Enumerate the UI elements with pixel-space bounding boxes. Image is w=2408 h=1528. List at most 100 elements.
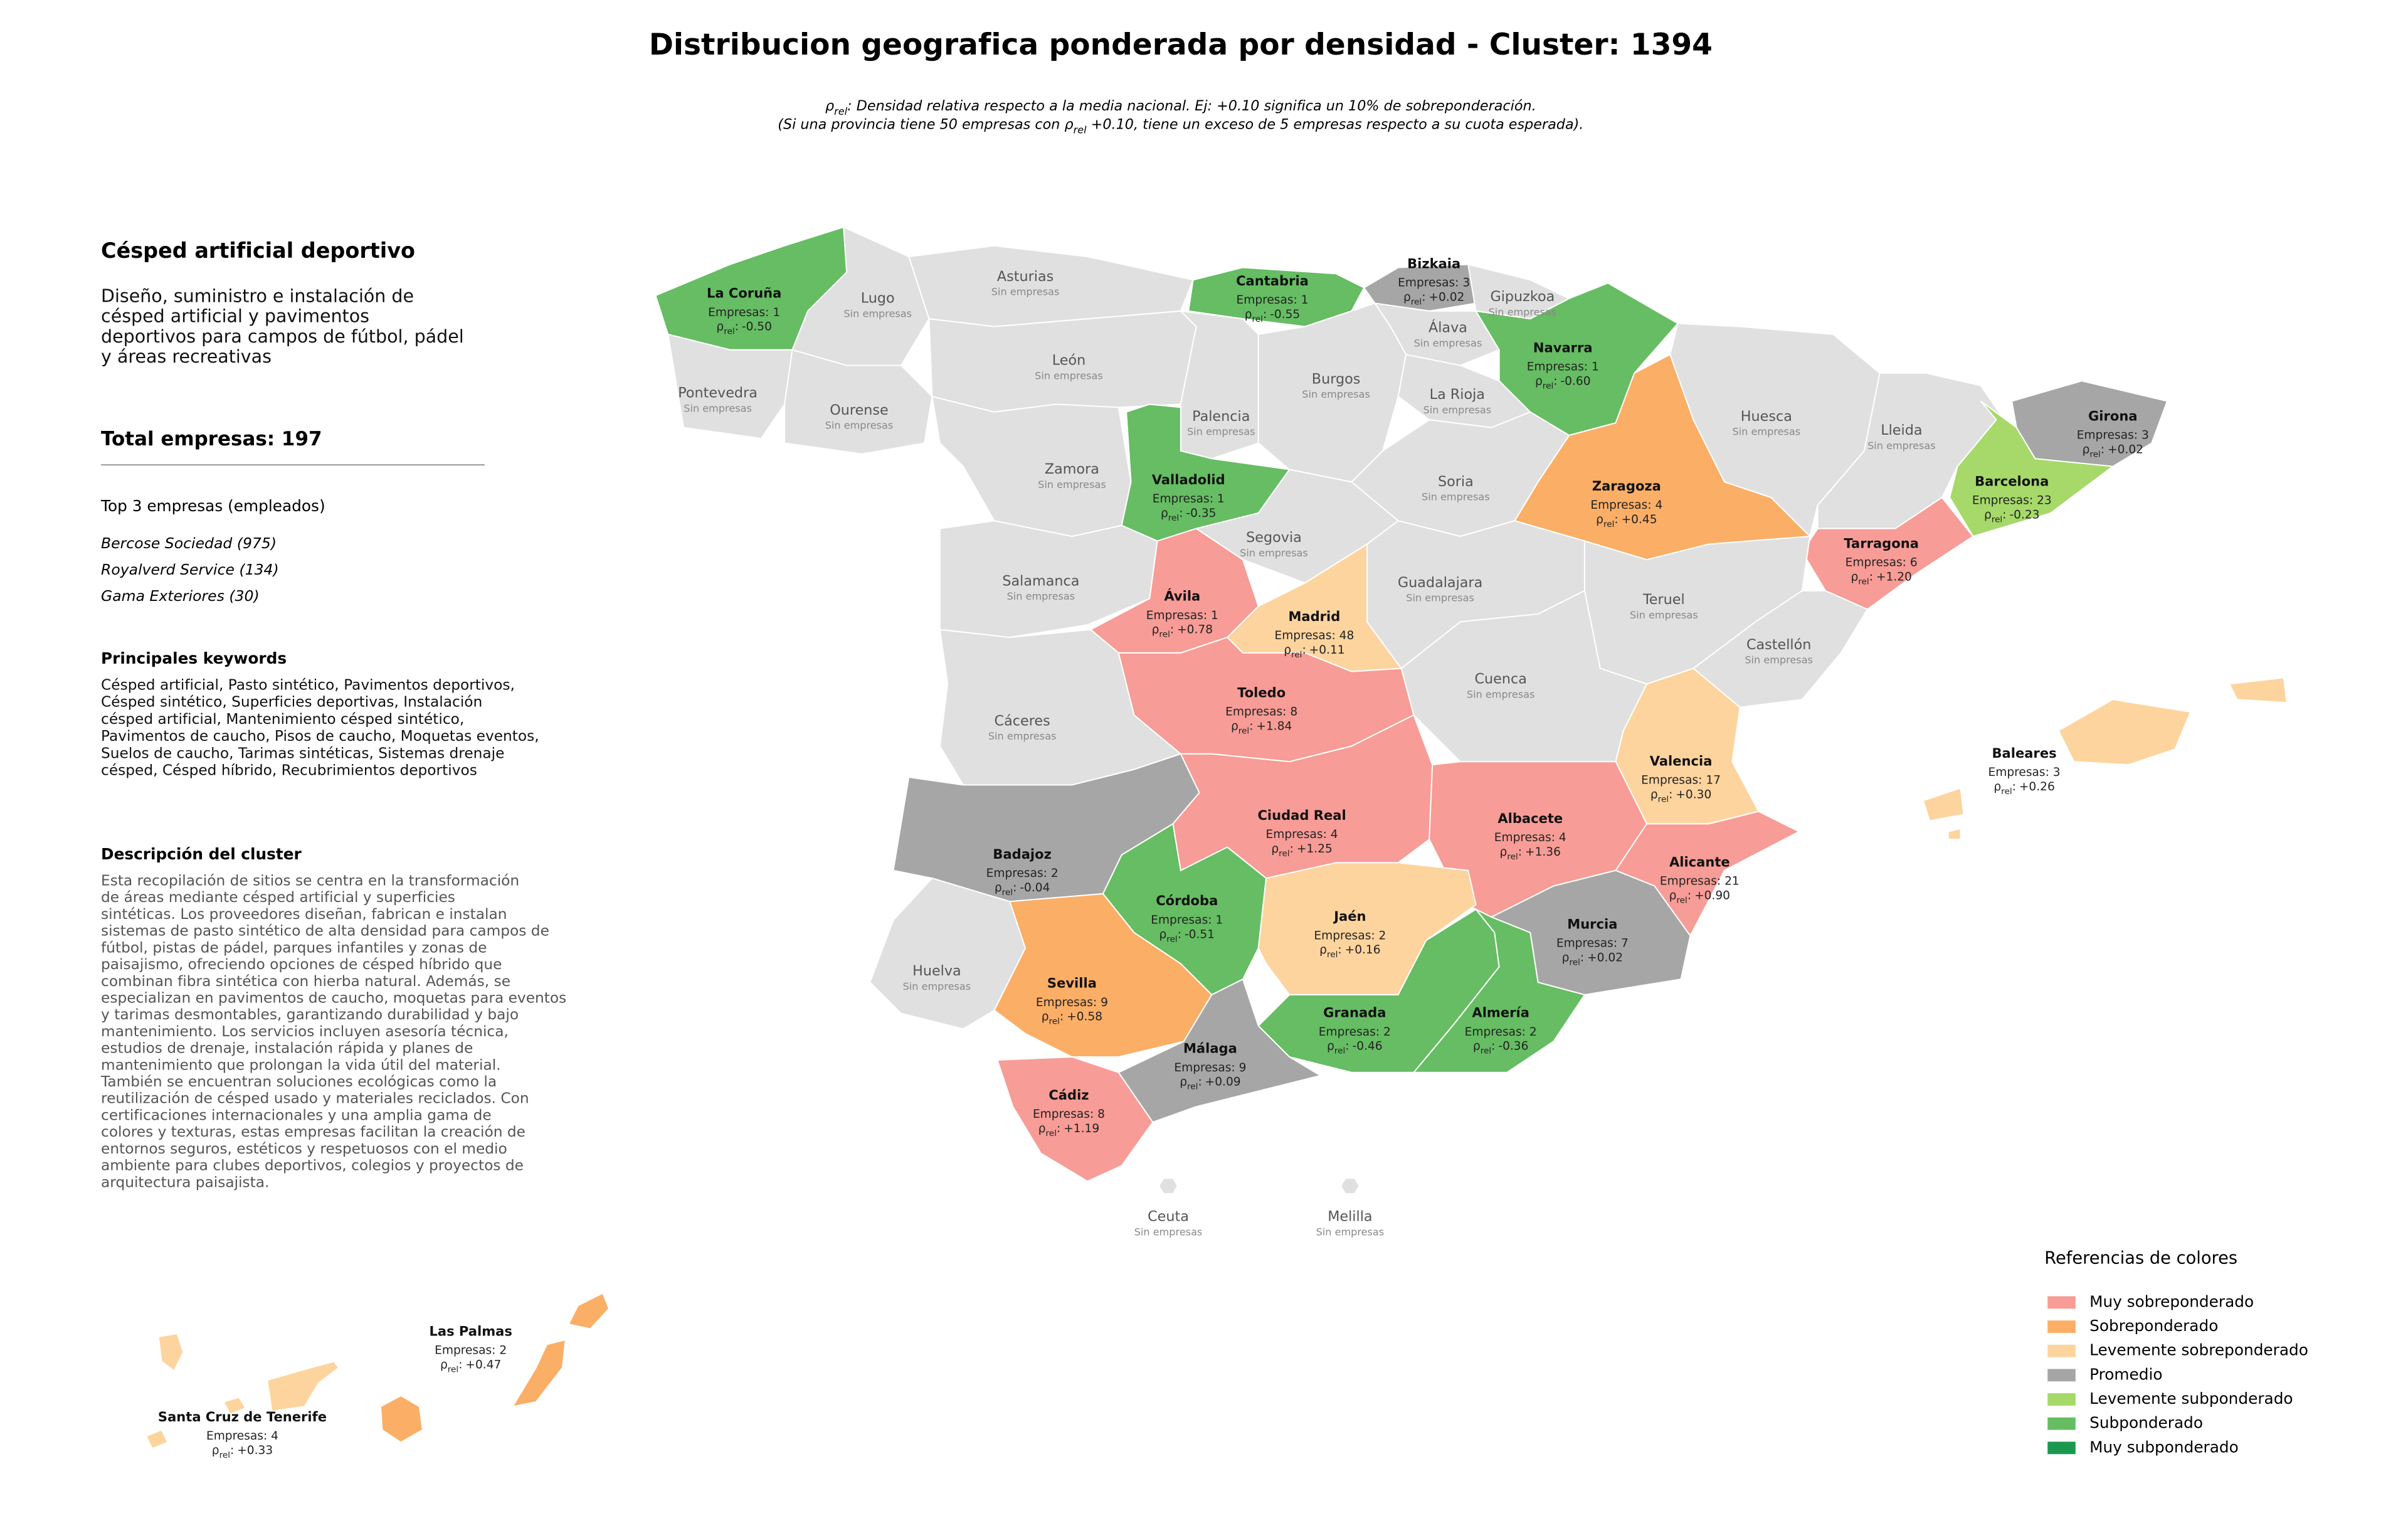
keywords-title: Principales keywords (101, 649, 287, 667)
rho-symbol: ρ (1596, 512, 1603, 526)
province-rho: ρrel: -0.60 (1535, 374, 1591, 391)
rho-value: +0.16 (1345, 943, 1381, 957)
rho-symbol: ρ (1650, 788, 1658, 801)
province-name: Huelva (912, 963, 961, 979)
province-name: Valencia (1650, 753, 1713, 768)
rho-subscript: rel (1603, 519, 1614, 529)
province-rho: ρrel: -0.04 (995, 881, 1050, 898)
rho-subscript: rel (724, 327, 734, 337)
province-count: Empresas: 1 (708, 306, 780, 319)
legend-label: Levemente sobreponderado (2089, 1341, 2308, 1359)
province-count: Empresas: 9 (1174, 1061, 1246, 1074)
rho-separator: : (1170, 623, 1174, 636)
province-shape (931, 395, 1132, 538)
rho-separator: : (1491, 1039, 1495, 1053)
rho-value: -0.51 (1185, 928, 1215, 941)
province-name: La Coruña (707, 285, 781, 301)
province-shape (1412, 908, 1586, 1073)
province-rho: ρrel: +0.16 (1319, 943, 1380, 960)
province-rho: ρrel: +0.11 (1284, 643, 1344, 660)
rho-symbol: ρ (1042, 1010, 1049, 1023)
legend-swatch (2047, 1344, 2076, 1357)
province-count: Empresas: 3 (2077, 429, 2149, 442)
rho-separator: : (1669, 788, 1672, 801)
province-shape (1692, 590, 1869, 708)
summary-line: deportivos para campos de fútbol, pádel (101, 326, 464, 347)
province-shape (157, 1332, 184, 1372)
title: Distribucion geografica ponderada por de… (649, 28, 1713, 62)
rho-subscript: rel (1168, 513, 1179, 523)
province-shape (267, 1361, 340, 1412)
province-name: Córdoba (1156, 893, 1218, 908)
rho-symbol: ρ (1851, 570, 1858, 583)
top-title: Top 3 empresas (empleados) (100, 497, 325, 515)
description-line: paisajismo, ofreciendo opciones de céspe… (101, 956, 502, 973)
province-name: Barcelona (1975, 473, 2049, 489)
province-name: La Rioja (1430, 386, 1485, 403)
top-company: Gama Exteriores (30) (101, 587, 260, 605)
description-line: sintéticas. Los proveedores diseñan, fab… (101, 906, 507, 923)
province-rho: ρrel: +0.45 (1596, 512, 1657, 529)
rho-value: -0.46 (1353, 1039, 1383, 1053)
province-name: Málaga (1183, 1041, 1237, 1056)
rho-separator: : (230, 1443, 234, 1456)
rho-subscript: rel (1046, 1128, 1057, 1138)
province-status: Sin empresas (1007, 590, 1075, 602)
province-rho: ρrel: +0.02 (2083, 443, 2143, 460)
rho-separator: : (2101, 443, 2104, 456)
province-count: Empresas: 4 (1494, 831, 1566, 844)
rho-value: +1.20 (1876, 570, 1912, 583)
province-name: Granada (1323, 1005, 1386, 1021)
province-shape (1947, 827, 1962, 841)
province-count: Empresas: 9 (1036, 996, 1108, 1009)
province-name: Palencia (1192, 408, 1250, 425)
province-name: Bizkaia (1407, 256, 1460, 272)
rho-symbol: ρ (1669, 889, 1677, 902)
rho-separator: : (458, 1358, 462, 1371)
province-name: Teruel (1642, 592, 1685, 608)
province-shape (223, 1396, 246, 1416)
description-line: de áreas mediante césped artificial y su… (101, 889, 455, 906)
province-count: Empresas: 1 (1236, 294, 1308, 307)
province-name: Castellón (1746, 637, 1811, 653)
province-status: Sin empresas (1867, 440, 1936, 452)
province-count: Empresas: 21 (1660, 875, 1740, 888)
province-rho: ρrel: +0.09 (1180, 1075, 1240, 1091)
province-rho: ρrel: +0.26 (1993, 780, 2054, 797)
province-status: Sin empresas (1630, 609, 1698, 621)
province-name: Toledo (1237, 684, 1286, 700)
legend-label: Subponderado (2089, 1414, 2203, 1432)
province-status: Sin empresas (1240, 547, 1308, 559)
note-part: +0.10, tiene un exceso de 5 empresas res… (1087, 116, 1584, 132)
province-name: Zaragoza (1592, 478, 1661, 494)
legend-label: Levemente subponderado (2089, 1389, 2293, 1408)
province-status: Sin empresas (1134, 1226, 1203, 1238)
province-rho: ρrel: -0.46 (1327, 1039, 1383, 1056)
rho-subscript: rel (2001, 787, 2012, 797)
rho-separator: : (2012, 780, 2016, 793)
province-name: Salamanca (1002, 573, 1079, 589)
rho-subscript: rel (1252, 314, 1263, 324)
province-shape (993, 893, 1213, 1058)
province-status: Sin empresas (1467, 688, 1535, 700)
rho-subscript: rel (1159, 630, 1170, 640)
summary-line: Diseño, suministro e instalación de (101, 286, 414, 307)
note: (Si una provincia tiene 50 empresas con … (778, 116, 1583, 136)
summary-line: césped artificial y pavimentos (101, 306, 369, 327)
province-name: Santa Cruz de Tenerife (158, 1409, 327, 1425)
province-count: Empresas: 23 (1972, 494, 2052, 507)
province-status: Sin empresas (1406, 592, 1474, 604)
province-name: Burgos (1312, 371, 1361, 387)
rho-value: +0.78 (1177, 623, 1213, 636)
province-status: Sin empresas (1316, 1226, 1385, 1238)
rho-value: +0.45 (1622, 512, 1657, 526)
top-company: Bercose Sociedad (975) (101, 534, 277, 552)
province-count: Empresas: 2 (986, 867, 1059, 880)
province-name: Zamora (1045, 461, 1099, 477)
description-line: arquitectura paisajista. (101, 1174, 269, 1191)
rho-separator: : (1422, 290, 1425, 304)
province-rho: ρrel: +0.02 (1403, 290, 1464, 307)
rho-separator: : (1302, 643, 1306, 656)
province-count: Empresas: 4 (206, 1430, 278, 1443)
province-status: Sin empresas (1733, 426, 1801, 438)
